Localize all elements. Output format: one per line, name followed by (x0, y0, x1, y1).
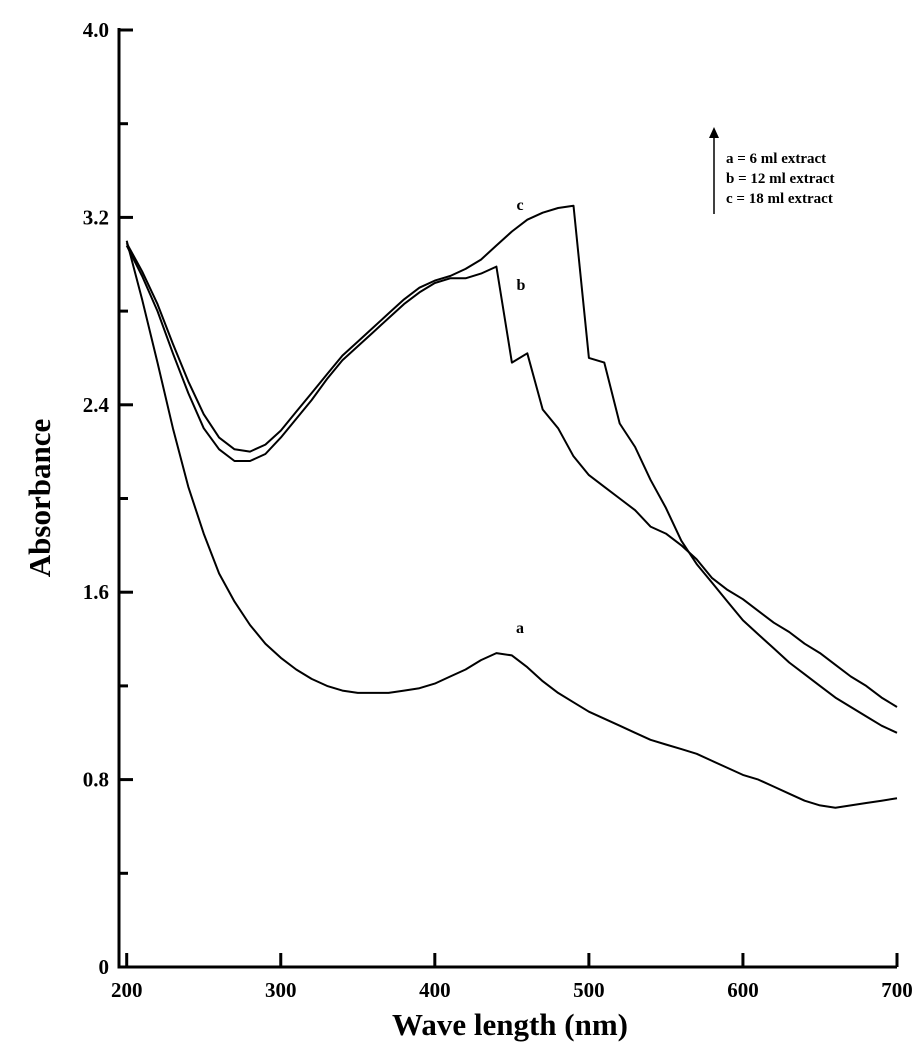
y-tick-label: 0 (99, 955, 110, 979)
y-tick-label: 0.8 (83, 768, 109, 792)
annotation: a = 6 ml extract (726, 151, 826, 167)
x-tick-label: 400 (419, 978, 451, 1002)
y-tick-label: 3.2 (83, 205, 109, 229)
x-tick-label: 300 (265, 978, 297, 1002)
series-line (125, 204, 898, 734)
curve-label: b (517, 277, 526, 294)
curve-label: a (516, 620, 524, 637)
x-tick-label: 700 (881, 978, 913, 1002)
annotation: c = 18 ml extract (726, 191, 833, 207)
x-tick-label: 600 (727, 978, 759, 1002)
y-tick-label: 4.0 (83, 18, 109, 42)
x-tick-label: 200 (111, 978, 143, 1002)
series-line (125, 240, 898, 809)
x-tick-label: 500 (573, 978, 605, 1002)
y-tick-label: 1.6 (83, 580, 109, 604)
annotation-arrowhead (709, 127, 719, 138)
series-line (125, 245, 898, 708)
y-tick-label: 2.4 (83, 393, 110, 417)
x-axis-title: Wave length (nm) (392, 1007, 628, 1042)
y-axis-title: Absorbance (22, 419, 57, 577)
annotation: b = 12 ml extract (726, 171, 835, 187)
curve-label: c (516, 197, 523, 214)
